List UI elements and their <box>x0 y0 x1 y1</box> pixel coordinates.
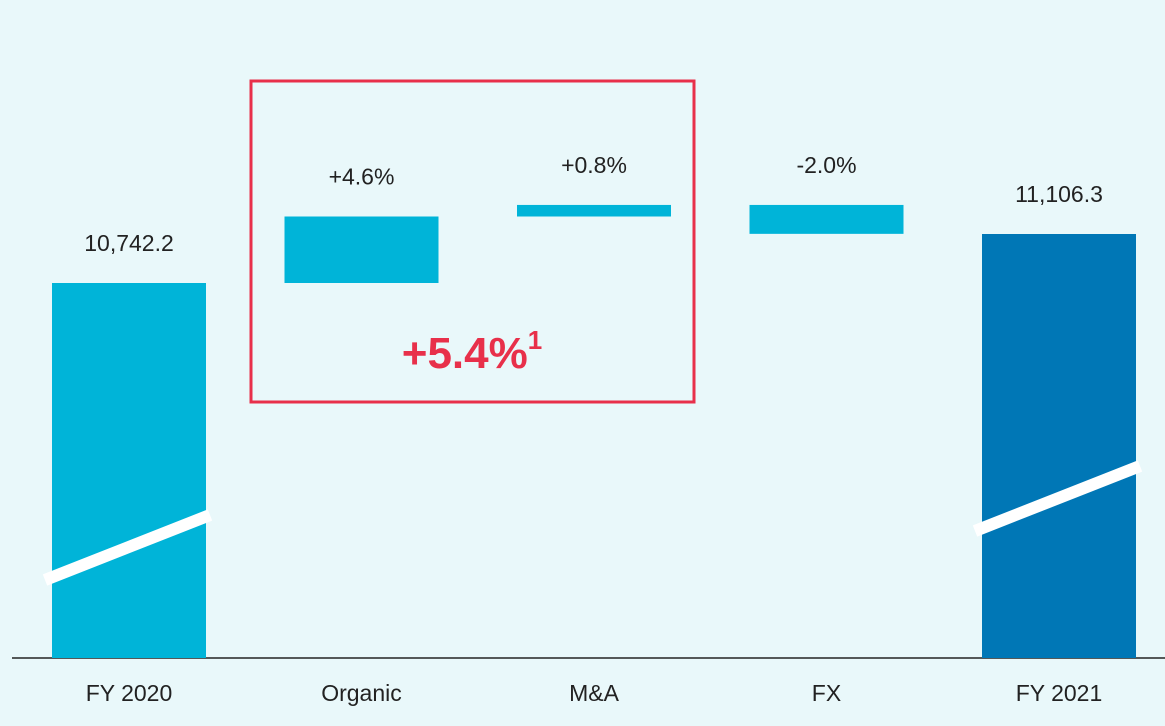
x-tick-label: Organic <box>321 680 402 706</box>
bar <box>982 234 1136 658</box>
value-label: -2.0% <box>796 152 856 178</box>
bar <box>749 204 904 234</box>
x-tick-label: FX <box>812 680 841 706</box>
value-label: +4.6% <box>329 164 395 190</box>
annotation-text: +5.4% <box>402 329 528 378</box>
bar <box>284 216 439 283</box>
footnote-mark: 1 <box>528 325 542 355</box>
highlight-box <box>249 79 696 404</box>
x-tick-label: FY 2021 <box>1016 680 1103 706</box>
x-tick-label: FY 2020 <box>86 680 173 706</box>
value-label: +0.8% <box>561 152 627 178</box>
x-tick-label: M&A <box>569 680 620 706</box>
bar <box>517 204 671 217</box>
axis-break <box>972 460 1143 537</box>
axis-break <box>42 509 213 586</box>
value-label: 11,106.3 <box>1015 181 1103 207</box>
value-label: 10,742.2 <box>84 230 174 256</box>
annotation: +5.4%1 <box>402 325 542 378</box>
bar <box>52 283 206 658</box>
